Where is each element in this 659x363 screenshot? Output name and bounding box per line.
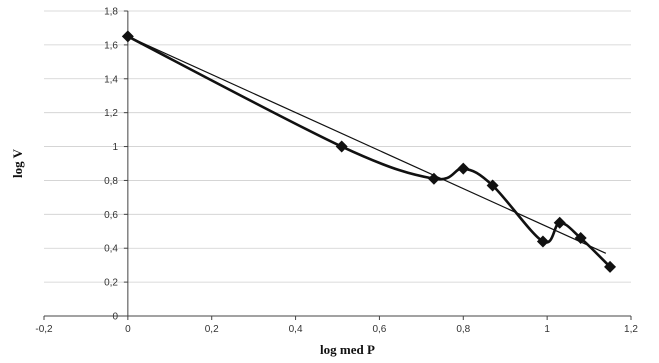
data-point-marker: [121, 30, 134, 43]
gridlines: [44, 10, 631, 317]
x-axis-title: log med P: [320, 342, 375, 357]
y-axis-title: log V: [10, 148, 25, 178]
y-tick-label: 0,6: [104, 210, 118, 221]
data-point-marker: [335, 140, 348, 153]
x-tick-label: 1,2: [624, 324, 638, 335]
x-tick-label: 1: [544, 324, 550, 335]
x-tick-label: 0,4: [289, 324, 303, 335]
y-tick-label: 0: [112, 312, 118, 323]
x-tick-label: -0,2: [35, 324, 53, 335]
axes: [43, 10, 632, 320]
x-tick-label: 0,8: [456, 324, 470, 335]
tick-labels: 0 0,2 0,4 0,6 0,8 1 1,2 1,4 1,6 1,8 -0,2 0 0,2 0,4 0,6…: [35, 7, 638, 336]
data-series-line: [126, 35, 612, 269]
y-tick-label: 1: [112, 142, 118, 153]
y-tick-label: 1,4: [104, 74, 118, 85]
data-point-marker: [457, 162, 470, 175]
y-tick-label: 1,6: [104, 40, 118, 51]
series-layer: [121, 30, 617, 273]
y-tick-label: 1,8: [104, 7, 118, 18]
x-tick-label: 0,6: [372, 324, 386, 335]
data-point-marker: [486, 179, 499, 192]
y-tick-label: 0,2: [104, 278, 118, 289]
y-tick-label: 0,4: [104, 244, 118, 255]
data-point-marker: [604, 260, 617, 273]
y-tick-label: 1,2: [104, 108, 118, 119]
x-tick-label: 0: [125, 324, 131, 335]
data-point-marker: [574, 232, 587, 245]
data-point-marker: [553, 216, 566, 229]
data-point-marker: [536, 235, 549, 248]
data-point-marker: [427, 172, 440, 185]
x-tick-label: 0,2: [205, 324, 219, 335]
trend-line: [127, 35, 607, 254]
y-tick-label: 0,8: [104, 176, 118, 187]
